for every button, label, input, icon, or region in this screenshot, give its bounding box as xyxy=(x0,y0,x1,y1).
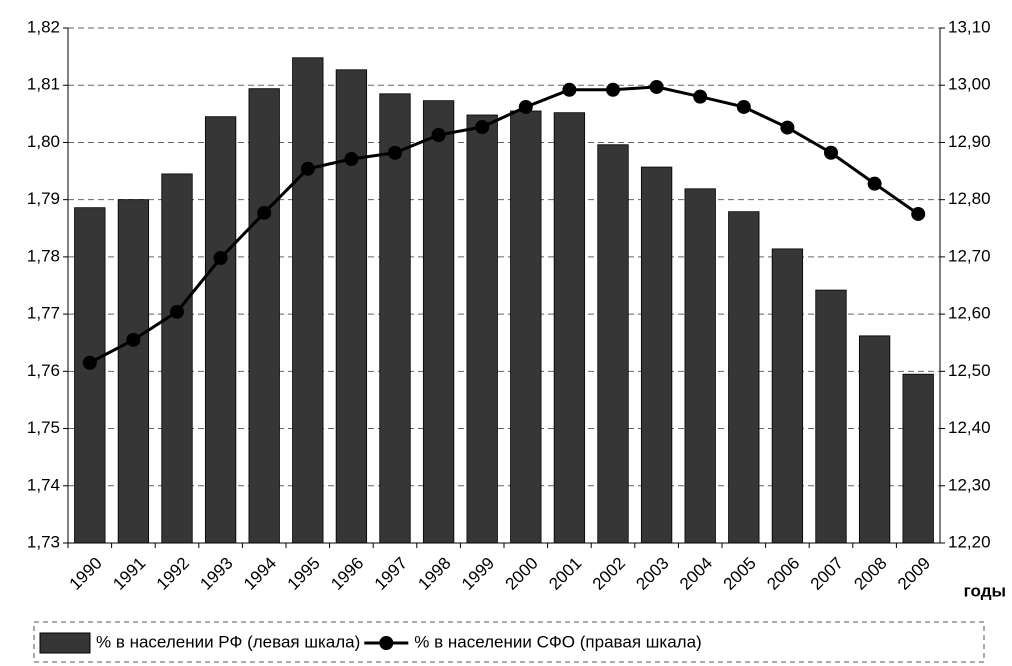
y-tick-label: 1,76 xyxy=(27,361,60,380)
bar xyxy=(117,199,150,544)
line-marker xyxy=(518,99,533,114)
y2-tick-label: 12,90 xyxy=(948,132,991,151)
line-marker xyxy=(649,79,664,94)
y-tick-label: 1,75 xyxy=(27,418,60,437)
y2-tick-label: 12,20 xyxy=(948,532,991,551)
bar xyxy=(248,88,280,544)
x-tick-label: 1991 xyxy=(109,554,149,594)
line-marker xyxy=(170,304,184,319)
line-marker xyxy=(780,120,795,135)
x-tick-label: 1996 xyxy=(327,554,367,594)
y-tick-label: 1,81 xyxy=(27,75,60,94)
bar xyxy=(74,207,106,544)
y-tick-label: 1,73 xyxy=(27,532,60,551)
y2-tick-label: 13,10 xyxy=(948,17,991,36)
x-tick-label: 2007 xyxy=(807,554,847,594)
line xyxy=(89,85,920,365)
y-tick-label: 1,74 xyxy=(27,475,60,494)
bar xyxy=(728,211,760,544)
bar xyxy=(204,116,237,544)
y2-tick-label: 12,50 xyxy=(948,361,991,380)
bar xyxy=(553,112,586,544)
x-tick-label: 1999 xyxy=(458,554,498,594)
y-tick-label: 1,80 xyxy=(27,132,60,151)
y2-tick-label: 12,40 xyxy=(948,418,991,437)
line-marker xyxy=(475,119,490,134)
bar xyxy=(422,100,455,544)
x-tick-label: 2002 xyxy=(589,554,629,594)
line-marker xyxy=(562,82,577,97)
line-marker xyxy=(300,161,315,176)
legend-swatch xyxy=(379,636,394,650)
bar xyxy=(379,93,411,544)
bar xyxy=(902,373,934,544)
x-tick-label: 2009 xyxy=(894,554,934,594)
line-marker xyxy=(911,206,926,221)
bar xyxy=(597,144,629,544)
y-tick-label: 1,78 xyxy=(27,246,60,265)
line-marker xyxy=(867,176,882,191)
y-tick-label: 1,82 xyxy=(27,17,60,36)
y2-tick-label: 12,70 xyxy=(948,246,991,265)
y-tick-label: 1,77 xyxy=(27,304,60,323)
line-marker xyxy=(606,82,620,97)
x-tick-label: 1992 xyxy=(153,554,193,594)
line-marker xyxy=(388,145,402,160)
legend-label: % в населении СФО (правая шкала) xyxy=(414,632,701,651)
x-tick-label: 1993 xyxy=(196,554,236,594)
bar xyxy=(466,114,498,544)
x-tick-label: 2008 xyxy=(850,554,890,594)
bar xyxy=(510,110,542,544)
line-marker xyxy=(693,89,708,104)
y2-tick-label: 13,00 xyxy=(948,75,991,94)
bar xyxy=(771,248,804,544)
bar xyxy=(161,173,193,544)
line-marker xyxy=(126,332,141,347)
x-axis-label: годы xyxy=(964,581,1006,600)
x-tick-label: 1990 xyxy=(66,554,106,594)
line-marker xyxy=(257,205,272,220)
bar xyxy=(335,69,368,544)
line-marker xyxy=(431,128,446,143)
x-tick-label: 1995 xyxy=(284,554,324,594)
line-marker xyxy=(82,355,97,370)
y2-tick-label: 12,80 xyxy=(948,189,991,208)
x-tick-label: 2000 xyxy=(502,554,542,594)
x-tick-label: 2005 xyxy=(720,554,760,594)
legend-label: % в населении РФ (левая шкала) xyxy=(96,632,360,651)
x-tick-label: 2004 xyxy=(676,554,716,594)
y2-tick-label: 12,60 xyxy=(948,304,991,323)
bar xyxy=(684,188,716,544)
x-tick-label: 2001 xyxy=(545,554,585,594)
bar xyxy=(815,289,847,544)
bar xyxy=(292,57,324,544)
bar xyxy=(858,335,891,544)
x-tick-label: 1997 xyxy=(371,554,411,594)
x-tick-label: 1998 xyxy=(414,554,454,594)
line-marker xyxy=(213,251,228,266)
y-tick-label: 1,79 xyxy=(27,189,60,208)
line-marker xyxy=(344,152,359,167)
bar xyxy=(640,166,673,544)
line-marker xyxy=(736,99,751,114)
x-tick-label: 2003 xyxy=(632,554,672,594)
line-marker xyxy=(824,145,838,160)
legend-swatch xyxy=(39,632,91,654)
x-tick-label: 2006 xyxy=(763,554,803,594)
x-tick-label: 1994 xyxy=(240,554,280,594)
y2-tick-label: 12,30 xyxy=(948,475,991,494)
